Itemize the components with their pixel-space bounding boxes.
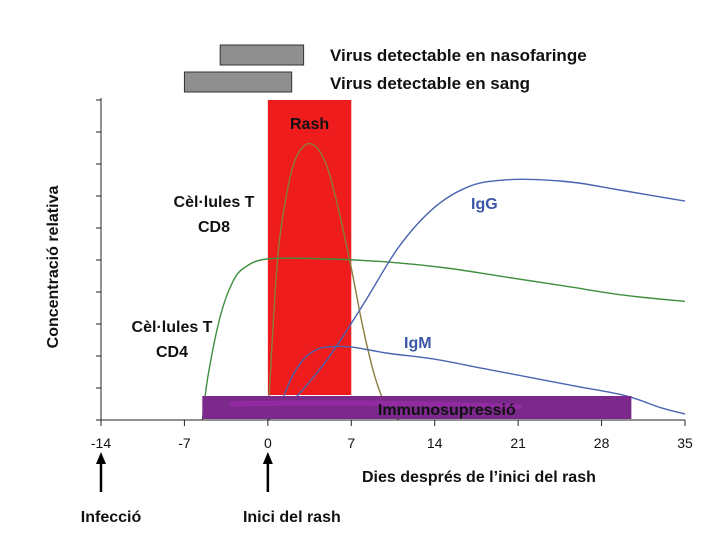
infection-annotation: Infecció: [81, 452, 142, 526]
label-igg: IgG: [471, 196, 498, 213]
series-lines: [201, 142, 686, 421]
x-tick-label: -14: [91, 435, 111, 451]
x-axis-label: Dies després de l’inici del rash: [362, 469, 596, 486]
x-tick-label: -7: [178, 435, 191, 451]
label-igm: IgM: [404, 335, 432, 352]
x-tick-label: 0: [264, 435, 272, 451]
immunosupressio-label: Immunosupressió: [378, 402, 516, 419]
immunosupressio-streak: [230, 400, 522, 410]
bar-virus-sang: [183, 71, 293, 93]
label-cd8-line1: Cèl·lules T: [174, 194, 255, 211]
rash-onset-arrowhead-icon: [262, 452, 273, 464]
series-line-2: [267, 178, 686, 421]
x-tick-label: 14: [427, 435, 443, 451]
infection-label: Infecció: [81, 509, 142, 526]
rash-label: Rash: [290, 116, 329, 133]
rash-onset-annotation: Inici del rash: [243, 452, 341, 526]
infection-arrowhead-icon: [96, 452, 106, 464]
series-line-3: [267, 345, 686, 421]
series-line-1: [201, 257, 686, 421]
label-cd4-line1: Cèl·lules T: [132, 319, 213, 336]
label-cd8-line2: CD8: [198, 219, 230, 236]
x-axis-ticks: -14 -7 0 7 14 21 28 35: [91, 420, 693, 451]
rash-onset-label: Inici del rash: [243, 509, 341, 526]
label-cd4-line2: CD4: [156, 344, 188, 361]
x-tick-label: 35: [677, 435, 693, 451]
x-tick-label: 21: [510, 435, 526, 451]
label-virus-sang: Virus detectable en sang: [330, 74, 530, 93]
series-line-0: [267, 142, 400, 421]
y-axis-label: Concentració relativa: [45, 186, 62, 349]
x-tick-label: 28: [594, 435, 610, 451]
y-axis-ticks: [96, 99, 101, 421]
x-tick-label: 7: [347, 435, 355, 451]
label-virus-nasofaringe: Virus detectable en nasofaringe: [330, 46, 587, 65]
virus-bars: Virus detectable en nasofaringe Virus de…: [183, 44, 587, 93]
bar-virus-nasofaringe: [219, 44, 305, 66]
